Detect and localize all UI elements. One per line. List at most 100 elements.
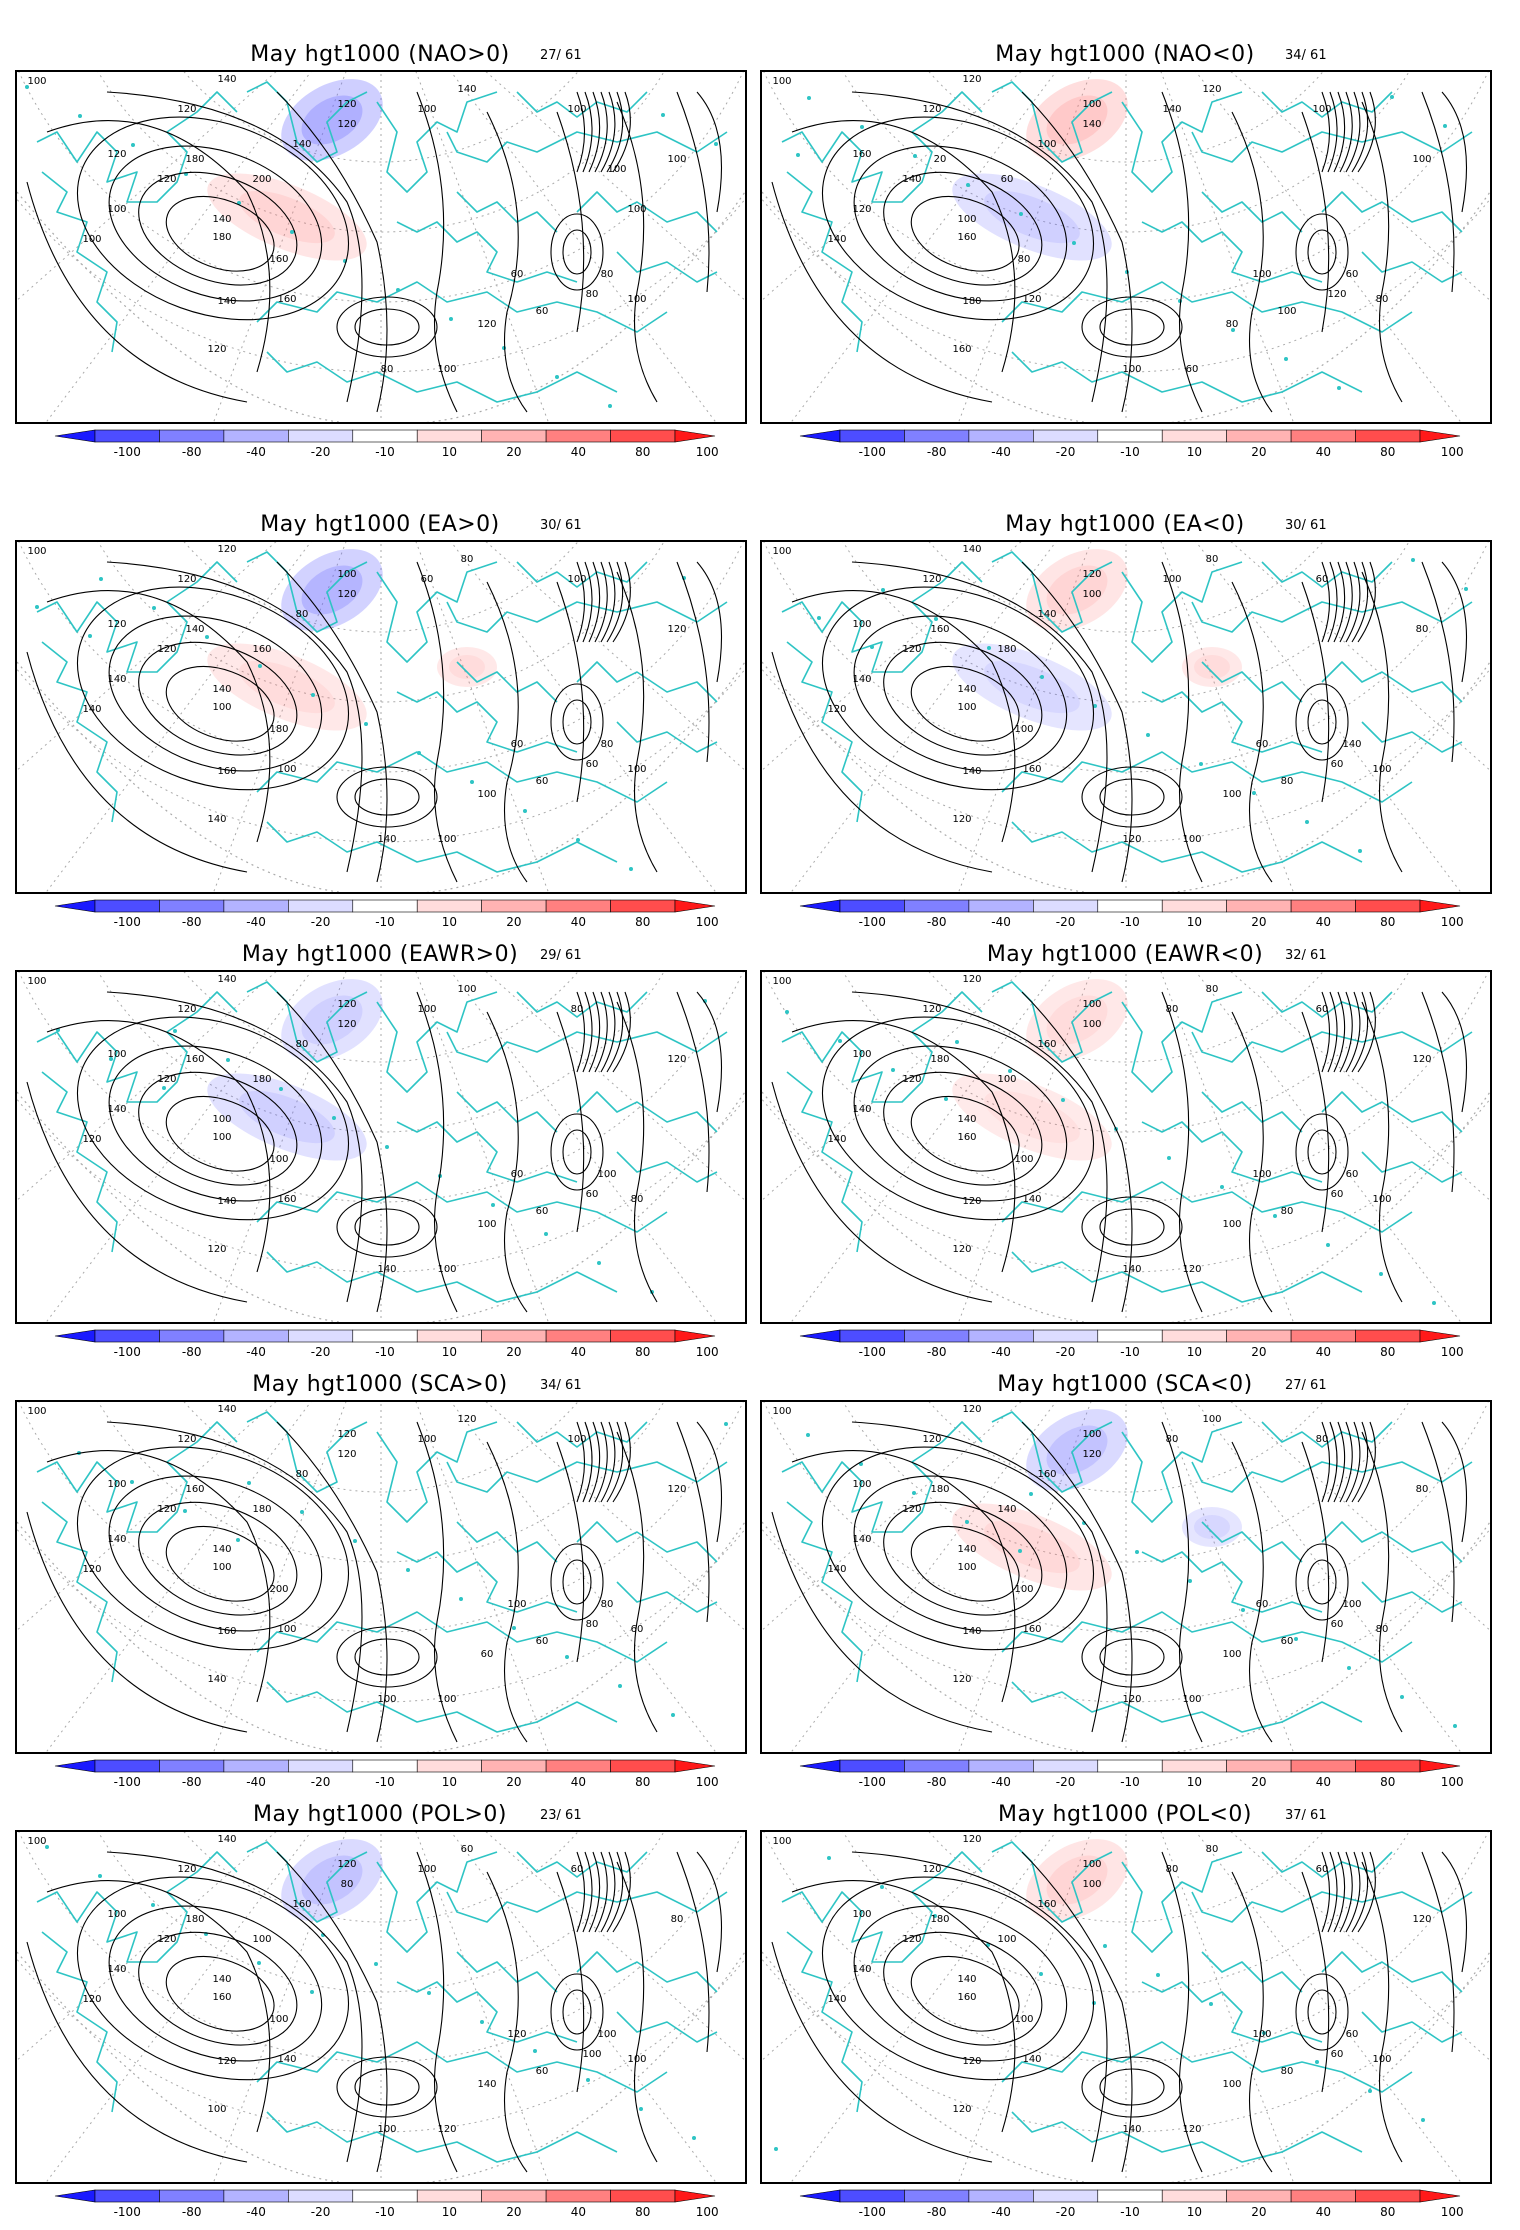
contour-line [1321,991,1331,1073]
colorbar-tick-label: -100 [114,1345,141,1359]
colorbar-box [839,1759,905,1773]
contour-line [588,1851,601,1933]
map-frame: 100 120 100 140 120 160 140 120 100 140 100 20 60 80 1… [760,70,1492,424]
colorbar-tick-label: -20 [311,1345,331,1359]
contour-low [550,1113,604,1191]
contour-low [562,229,592,275]
colorbar-tick-label: 20 [506,2205,521,2219]
island-dot [1284,357,1288,361]
colorbar-box [610,2189,676,2203]
island-dot [1432,1301,1436,1305]
colorbar: -100 -80 -40 -20 -10 10 20 40 80 100 [799,1759,1464,1794]
contour-label: 80 [1166,1434,1179,1445]
island-dot [1231,328,1235,332]
coast-segment [256,2041,668,2093]
contour-line [1421,561,1455,763]
contour-label: 160 [930,624,949,635]
polar-map: 100 120 140 120 140 100 140 120 100 80 160 180 140 10… [762,1402,1490,1752]
colorbar-box [1033,1759,1099,1773]
contour-label: 100 [417,104,436,115]
contour-label: 160 [957,232,976,243]
island-dot [226,1058,230,1062]
colorbar-boxes [799,429,1461,443]
island-dot [966,183,970,187]
contour-high [910,1095,1020,1172]
contour-label: 140 [107,1104,126,1115]
contour-line [1351,991,1369,1073]
coast-segment [991,1841,1113,1923]
island-dot [1135,1550,1139,1554]
contour-low [1295,1113,1349,1191]
island-dot [99,577,103,581]
coast-segment [516,1421,648,1448]
colorbar-tick-label: -100 [859,2205,886,2219]
colorbar-tick-label: 100 [696,1345,719,1359]
coast-segment [1321,1091,1463,1133]
contour-label: 120 [1022,294,1041,305]
coastlines [781,81,1473,403]
contour-label: 180 [185,1914,204,1925]
colorbar-box [839,899,905,913]
map-frame: 100 120 140 120 140 100 120 140 120 100 140 160 180 1… [760,540,1492,894]
island-dot [544,1232,548,1236]
contour-label: 120 [337,1859,356,1870]
contour-label: 100 [607,164,626,175]
contour-label: 80 [296,609,309,620]
coast-segment [1321,191,1463,233]
contour-label: 140 [827,1994,846,2005]
colorbar-ticks: -100 -80 -40 -20 -10 10 20 40 80 100 [859,2205,1464,2219]
colorbar-box [416,2189,482,2203]
contour-line [276,1421,388,1743]
contour-line [1327,561,1338,643]
colorbar-ticks: -100 -80 -40 -20 -10 10 20 40 80 100 [114,2205,719,2219]
colorbar-tick-label: -80 [927,2205,947,2219]
contour-line [46,120,271,373]
contour-line [771,651,993,873]
colorbar-box [610,899,676,913]
colorbar-tick-label: -10 [1120,445,1140,459]
contour-label: 60 [1256,1599,1269,1610]
contour-label: 100 [852,619,871,630]
contour-label: 100 [207,2104,226,2115]
contour-line [594,91,608,173]
coast-segment [36,991,238,1103]
island-dot [173,1029,177,1033]
colorbar-tick-label: -40 [991,445,1011,459]
contour-label: 100 [27,76,46,87]
contour-line [1301,111,1330,333]
contour-label: 140 [997,1504,1016,1515]
colorbar-tick-label: 100 [696,915,719,929]
contour-line [576,991,586,1073]
island-dot [714,142,718,146]
coast-segment [1361,251,1463,283]
coast-segment [266,1251,618,1303]
contour-line [791,1020,1016,1273]
colorbar-tick-label: 40 [1316,915,1331,929]
contour-line [1021,1851,1133,2173]
colorbar-tick-label: 40 [571,2205,586,2219]
contour-label: 160 [1037,1899,1056,1910]
coastlines [25,81,728,408]
colorbar-boxes [799,1329,1461,1343]
panel-count: 32/ 61 [1285,948,1327,963]
colorbar-tick-label: -40 [991,1775,1011,1789]
island-dot [512,1626,516,1630]
contour-label: 60 [536,1636,549,1647]
contour-label: 100 [27,1836,46,1847]
colorbar-box [1290,1329,1356,1343]
contour-low [1295,1543,1349,1621]
colorbar-ticks: -100 -80 -40 -20 -10 10 20 40 80 100 [114,915,719,929]
island-dot [491,1203,495,1207]
contour-label: 140 [852,1104,871,1115]
polar-map: 100 120 140 120 140 100 140 120 100 80 160 180 100 10… [762,1832,1490,2182]
contour-line [1351,91,1369,173]
panel-count: 37/ 61 [1285,1808,1327,1823]
contour-label: 120 [952,814,971,825]
contour-label: 140 [1122,2124,1141,2135]
contour-label: 180 [930,1054,949,1065]
colorbar-box [94,429,160,443]
contour-label: 100 [212,1132,231,1143]
contour-line [1301,581,1330,803]
island-dot [470,780,474,784]
contour-line [106,91,363,403]
